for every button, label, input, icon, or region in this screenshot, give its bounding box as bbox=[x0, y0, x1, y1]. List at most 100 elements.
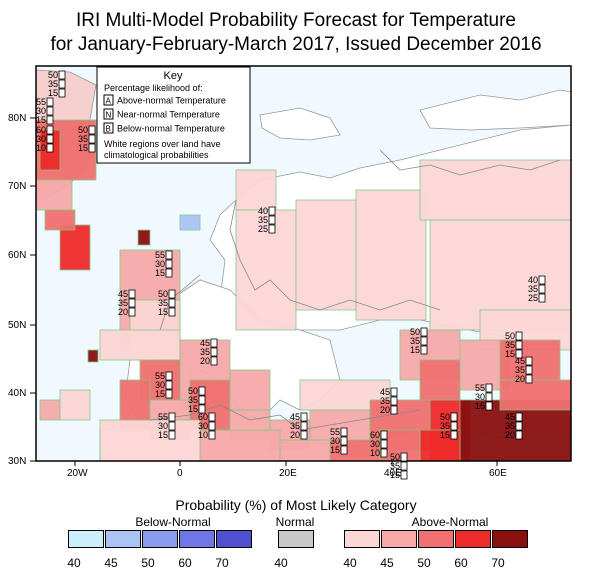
probability-value: 20 bbox=[380, 405, 390, 415]
probability-marker bbox=[58, 70, 66, 80]
probability-value: 15 bbox=[36, 115, 46, 125]
probability-marker bbox=[165, 259, 173, 269]
forecast-tile bbox=[235, 209, 297, 331]
probability-marker bbox=[168, 298, 176, 308]
probability-value: 45 bbox=[515, 356, 525, 366]
probability-value: 25 bbox=[528, 293, 538, 303]
probability-marker bbox=[128, 289, 136, 299]
probability-marker bbox=[46, 134, 54, 144]
probability-marker bbox=[340, 427, 348, 437]
probability-marker bbox=[340, 436, 348, 446]
probability-value: 15 bbox=[158, 430, 168, 440]
probability-value: 35 bbox=[118, 298, 128, 308]
probability-marker bbox=[208, 412, 216, 422]
legend-tick: 45 bbox=[380, 556, 394, 570]
lon-label: 0 bbox=[177, 468, 183, 479]
probability-marker bbox=[400, 461, 408, 471]
forecast-tile bbox=[235, 169, 277, 211]
probability-value: 15 bbox=[390, 470, 400, 480]
probability-value: 50 bbox=[48, 70, 58, 80]
legend-swatch bbox=[179, 530, 215, 548]
probability-value: 15 bbox=[440, 430, 450, 440]
probability-marker bbox=[210, 356, 218, 366]
probability-marker bbox=[128, 307, 136, 317]
legend-swatch bbox=[105, 530, 141, 548]
probability-value: 15 bbox=[475, 401, 485, 411]
legend-tick: 40 bbox=[274, 556, 288, 570]
probability-marker bbox=[165, 380, 173, 390]
probability-value: 45 bbox=[200, 338, 210, 348]
probability-value: 30 bbox=[158, 421, 168, 431]
probability-value: 30 bbox=[370, 439, 380, 449]
key-letter: N bbox=[106, 111, 112, 120]
legend-tick: 70 bbox=[215, 556, 229, 570]
probability-marker bbox=[515, 340, 523, 350]
probability-value: 30 bbox=[155, 380, 165, 390]
probability-value: 60 bbox=[198, 412, 208, 422]
legend-normal-swatches bbox=[278, 530, 315, 550]
probability-marker bbox=[168, 307, 176, 317]
probability-marker bbox=[268, 224, 276, 234]
forecast-tile bbox=[137, 229, 151, 246]
probability-marker bbox=[210, 347, 218, 357]
legend-tick: 50 bbox=[417, 556, 431, 570]
probability-value: 60 bbox=[36, 125, 46, 135]
probability-marker bbox=[208, 430, 216, 440]
legend-title: Probability (%) of Most Likely Category bbox=[175, 497, 417, 513]
legend-swatch bbox=[455, 530, 491, 548]
key-note: White regions over land have bbox=[104, 139, 221, 149]
probability-value: 60 bbox=[370, 430, 380, 440]
probability-value: 35 bbox=[158, 298, 168, 308]
probability-value: 35 bbox=[410, 336, 420, 346]
probability-marker bbox=[485, 401, 493, 411]
lon-label: 20W bbox=[67, 468, 88, 479]
probability-marker bbox=[380, 439, 388, 449]
land-greenland-svalbard bbox=[259, 107, 341, 141]
probability-value: 45 bbox=[118, 289, 128, 299]
forecast-tile bbox=[39, 399, 61, 421]
probability-value: 20 bbox=[290, 430, 300, 440]
probability-value: 20 bbox=[200, 356, 210, 366]
probability-marker bbox=[58, 88, 66, 98]
probability-marker bbox=[300, 430, 308, 440]
probability-marker bbox=[538, 293, 546, 303]
probability-marker bbox=[485, 392, 493, 402]
legend-tick: 40 bbox=[343, 556, 357, 570]
legend-tick: 45 bbox=[104, 556, 118, 570]
probability-marker bbox=[168, 289, 176, 299]
legend-swatch bbox=[68, 530, 104, 548]
key-item-label: Below-normal Temperature bbox=[117, 124, 225, 134]
probability-marker bbox=[450, 412, 458, 422]
probability-value: 10 bbox=[36, 143, 46, 153]
probability-marker bbox=[46, 125, 54, 135]
probability-marker bbox=[515, 331, 523, 341]
key-subtitle: Percentage likelihood of: bbox=[104, 83, 203, 93]
probability-marker bbox=[208, 421, 216, 431]
legend-tick: 60 bbox=[178, 556, 192, 570]
probability-value: 55 bbox=[155, 250, 165, 260]
lon-label: 60E bbox=[489, 468, 507, 479]
probability-value: 15 bbox=[48, 88, 58, 98]
land-novaya bbox=[419, 89, 571, 131]
probability-value: 15 bbox=[78, 143, 88, 153]
legend-swatch bbox=[344, 530, 380, 548]
probability-marker bbox=[380, 430, 388, 440]
probability-value: 35 bbox=[505, 340, 515, 350]
legend-swatch bbox=[492, 530, 528, 548]
probability-marker bbox=[515, 421, 523, 431]
probability-marker bbox=[198, 404, 206, 414]
forecast-tile bbox=[499, 379, 571, 411]
forecast-tile bbox=[99, 419, 201, 461]
probability-value: 10 bbox=[198, 430, 208, 440]
forecast-tile bbox=[87, 349, 99, 363]
probability-marker bbox=[515, 430, 523, 440]
probability-value: 50 bbox=[410, 327, 420, 337]
probability-marker bbox=[400, 452, 408, 462]
